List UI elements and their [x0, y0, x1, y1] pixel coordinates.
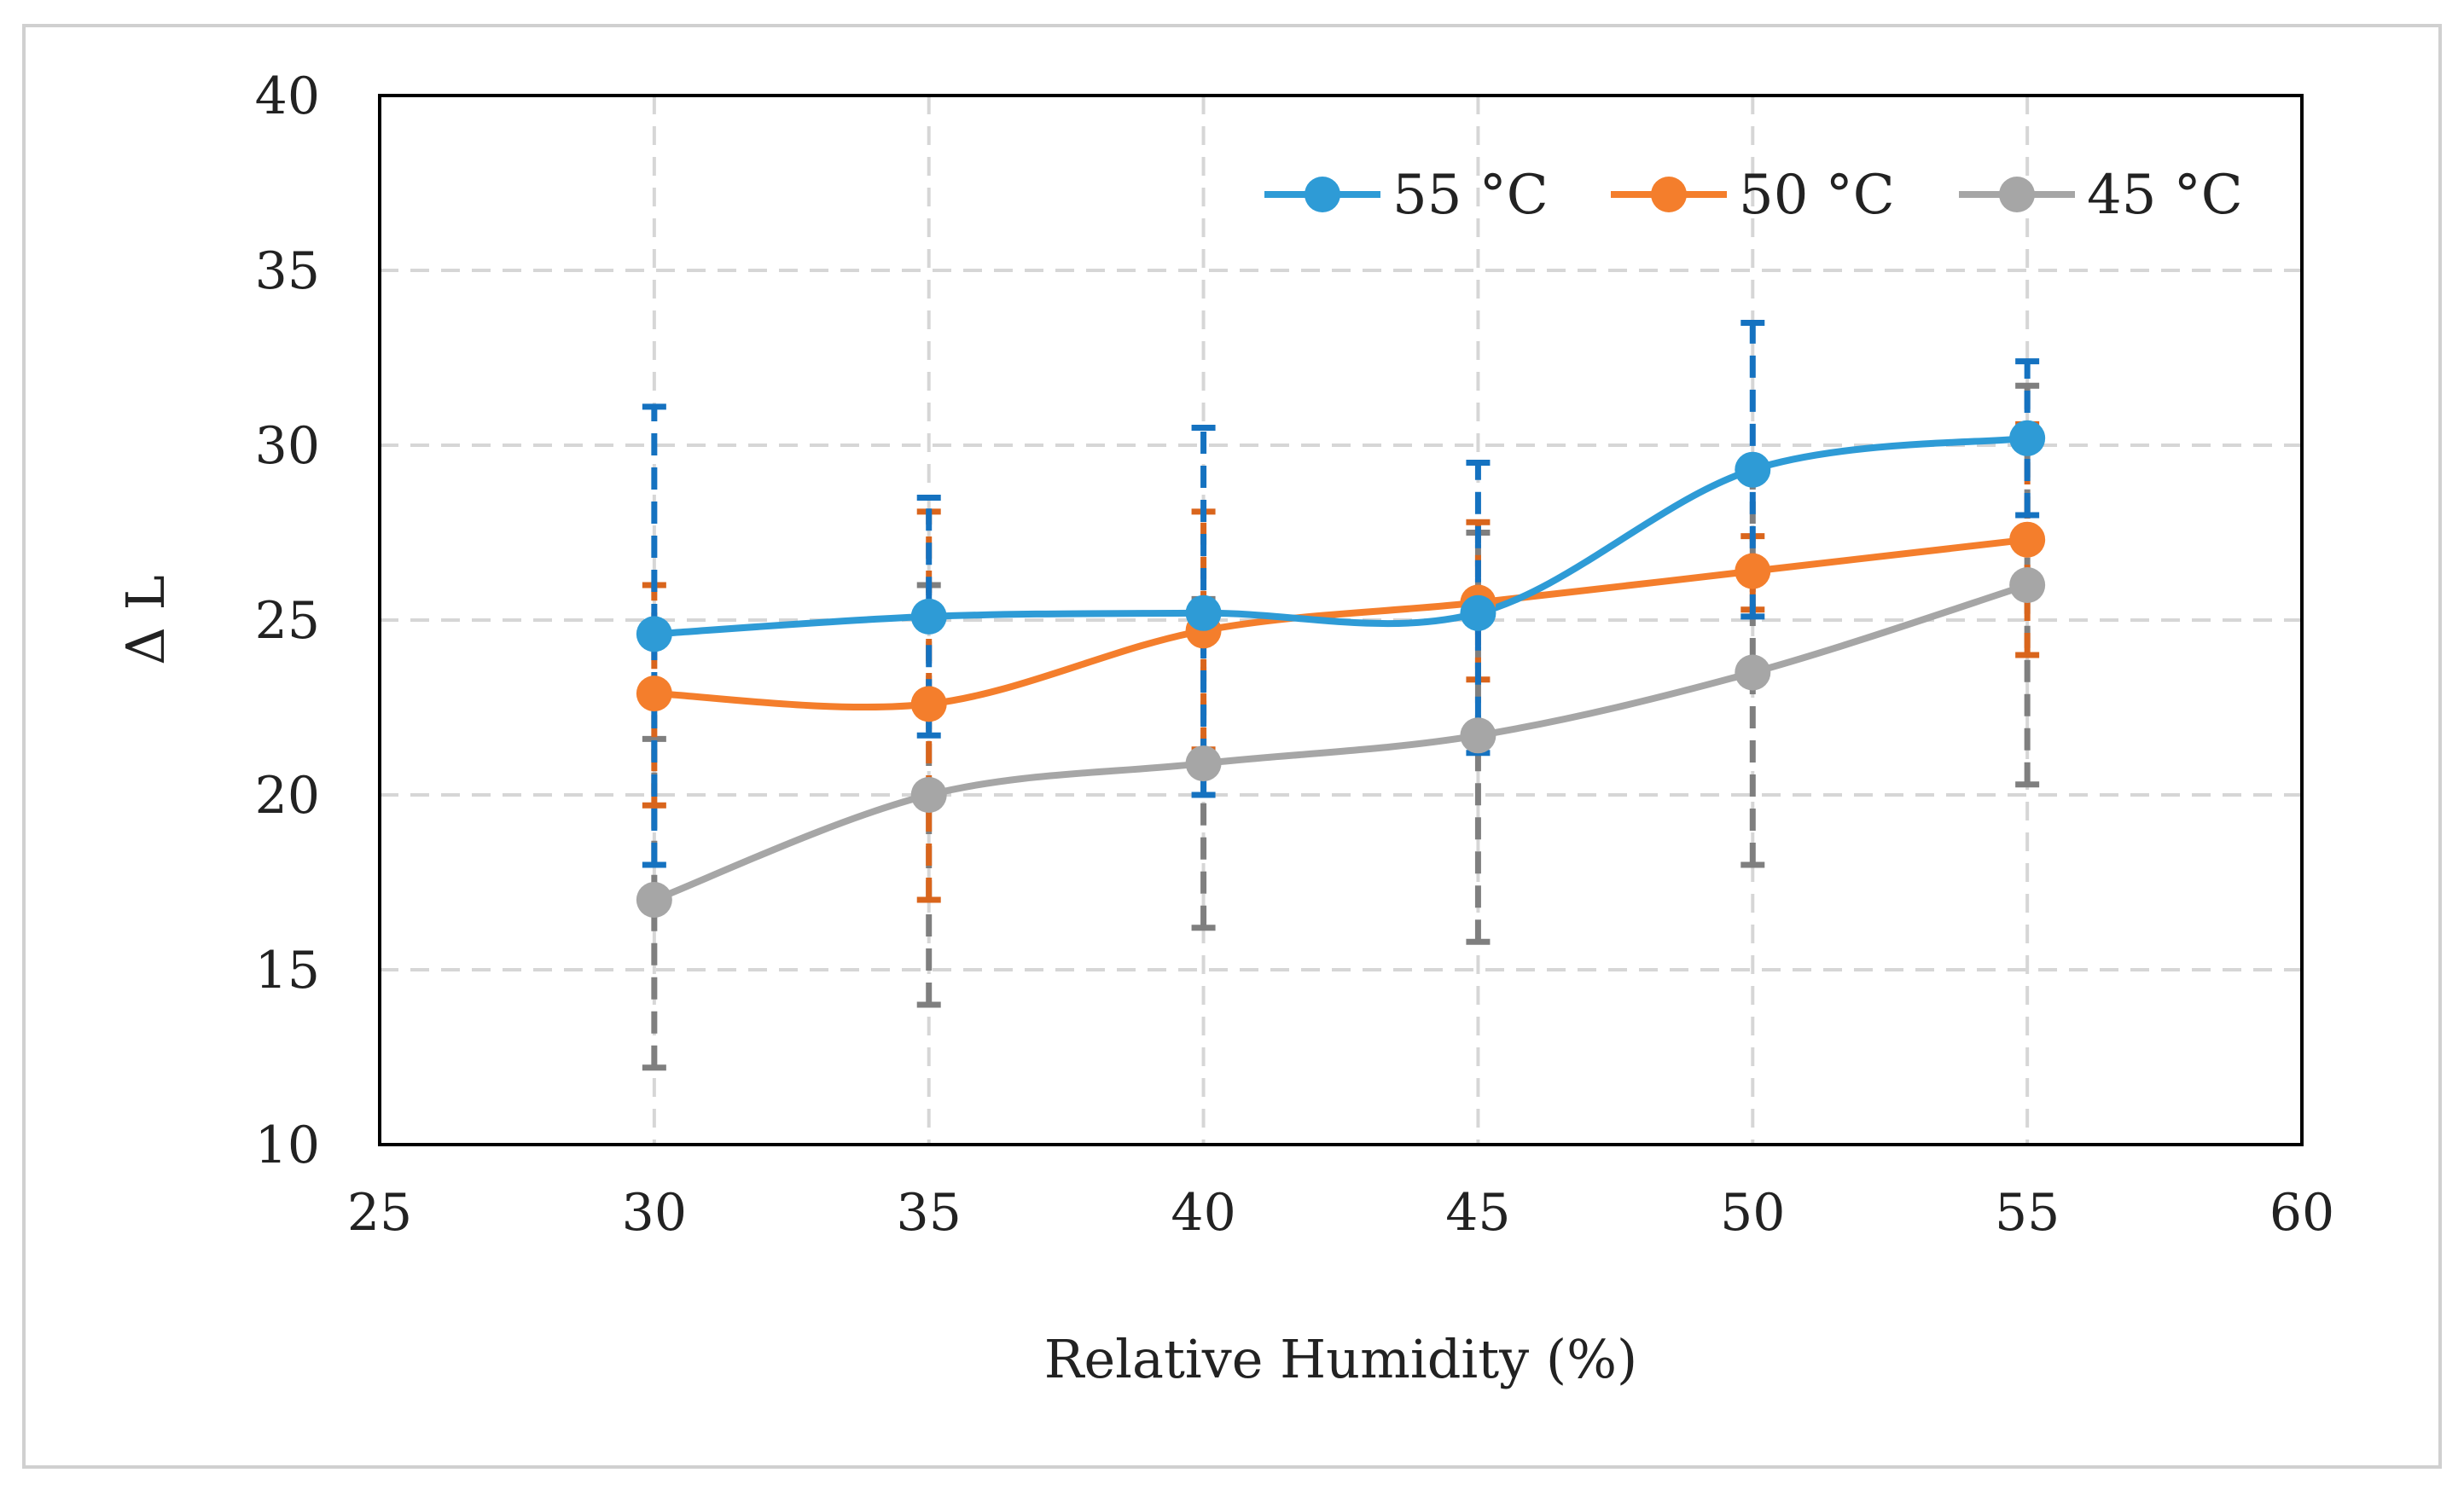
data-point [1735, 553, 1771, 589]
data-point [636, 616, 672, 652]
data-point [2009, 567, 2046, 603]
data-point [910, 598, 947, 635]
x-tick-label: 35 [897, 1183, 962, 1243]
data-point [636, 882, 672, 918]
legend: 55 °C 50 °C 45 °C [1264, 164, 2243, 227]
figure-border [22, 24, 2442, 1469]
y-tick-label: 10 [255, 1116, 320, 1175]
data-point [2009, 521, 2046, 558]
data-point [1185, 594, 1222, 631]
series-line [653, 582, 2029, 903]
series-line [654, 536, 2028, 711]
y-axis-label: Δ L [114, 575, 177, 665]
data-point [1460, 594, 1496, 631]
y-tick-label: 35 [255, 241, 320, 301]
series-line [654, 434, 2028, 638]
data-point [2009, 420, 2046, 456]
y-tick-label: 15 [255, 941, 320, 1000]
tick-labels: 10 15 20 25 30 35 40 25 30 35 40 45 50 55 60 [255, 67, 2335, 1243]
data-point [1735, 451, 1771, 488]
y-tick-label: 20 [255, 766, 320, 826]
legend-marker [1999, 177, 2035, 212]
x-tick-label: 50 [1720, 1183, 1785, 1243]
plot-area-frame [378, 94, 2304, 1146]
legend-label: 55 °C [1392, 164, 1549, 227]
data-point [910, 777, 947, 813]
data-point [1460, 717, 1496, 754]
data-point [636, 676, 672, 712]
x-axis-label: Relative Humidity (%) [1044, 1328, 1637, 1390]
legend-marker [1305, 177, 1340, 212]
x-tick-label: 40 [1171, 1183, 1235, 1243]
y-tick-label: 25 [255, 591, 320, 651]
series-lines [653, 434, 2029, 903]
y-tick-label: 30 [255, 416, 320, 476]
x-tick-label: 25 [347, 1183, 412, 1243]
x-tick-label: 60 [2269, 1183, 2334, 1243]
legend-label: 50 °C [1739, 164, 1895, 227]
x-tick-label: 55 [1995, 1183, 2060, 1243]
legend-label: 45 °C [2087, 164, 2243, 227]
data-point [1735, 654, 1771, 691]
y-tick-label: 40 [255, 67, 320, 126]
x-tick-label: 45 [1445, 1183, 1510, 1243]
x-tick-label: 30 [622, 1183, 687, 1243]
legend-marker [1651, 177, 1687, 212]
data-point [1185, 745, 1222, 782]
data-point [910, 686, 947, 722]
data-points [636, 420, 2046, 918]
